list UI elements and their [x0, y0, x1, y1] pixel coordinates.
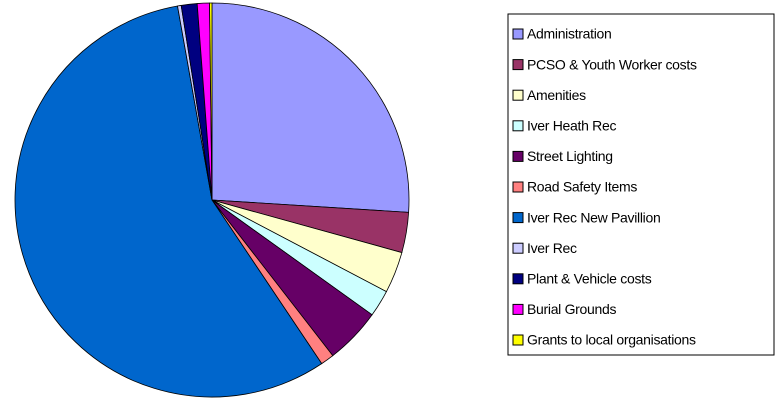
legend-label: Burial Grounds [527, 301, 616, 317]
legend-label: Iver Rec New Pavillion [527, 209, 660, 225]
legend-label: Grants to local organisations [527, 332, 696, 348]
legend-swatch [512, 28, 524, 40]
legend-label: Road Safety Items [527, 179, 637, 195]
legend-box [507, 13, 775, 356]
legend-swatch [512, 334, 524, 346]
legend-swatch [512, 242, 524, 254]
legend-label: Street Lighting [527, 148, 613, 164]
legend-swatch [512, 273, 524, 285]
pie-slice [211, 2, 410, 213]
legend-label: Amenities [527, 87, 586, 103]
legend-swatch [512, 59, 524, 71]
legend-swatch [512, 89, 524, 101]
legend-swatch [512, 181, 524, 193]
legend-swatch [512, 150, 524, 162]
legend-swatch [512, 212, 524, 224]
pie-slice [209, 2, 213, 201]
legend-label: Iver Rec [527, 240, 577, 256]
legend-label: PCSO & Youth Worker costs [527, 56, 697, 72]
legend-label: Administration [527, 26, 612, 42]
legend-label: Iver Heath Rec [527, 118, 616, 134]
legend-swatch [512, 303, 524, 315]
pie-slice [14, 5, 323, 398]
legend-label: Plant & Vehicle costs [527, 271, 652, 287]
legend-swatch [512, 120, 524, 132]
